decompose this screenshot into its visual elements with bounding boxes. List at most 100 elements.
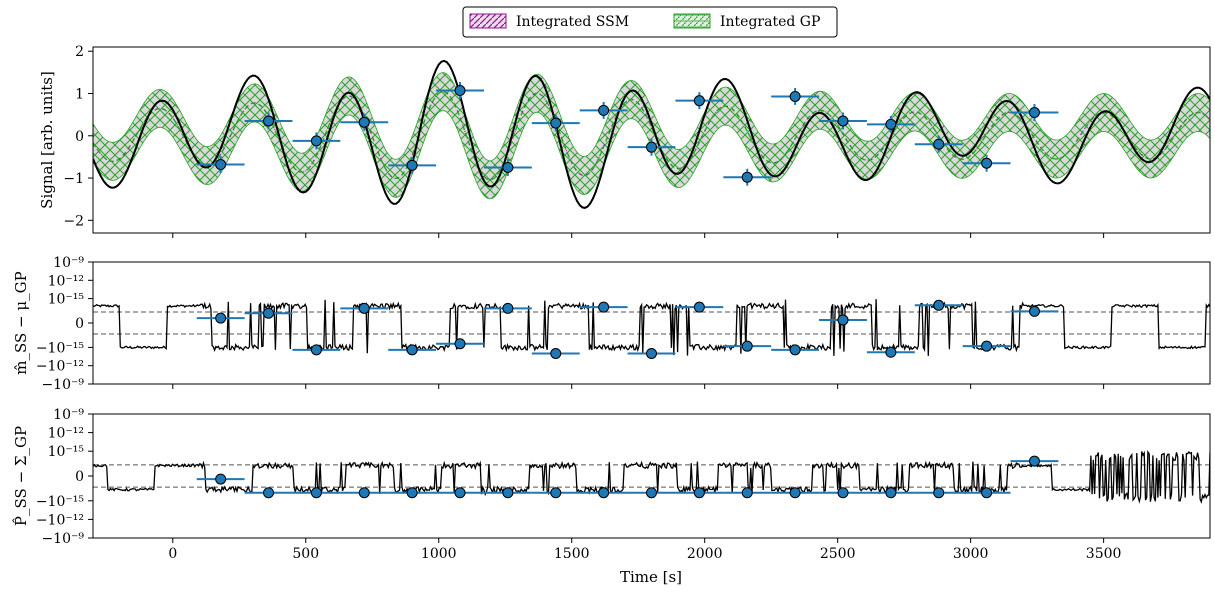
data-point bbox=[263, 487, 275, 499]
y-tick-label: 10⁻⁹ bbox=[53, 407, 84, 423]
data-point bbox=[215, 312, 227, 324]
data-point bbox=[454, 338, 466, 350]
legend-box bbox=[462, 6, 838, 38]
y-tick-label: 0 bbox=[75, 469, 84, 485]
legend-swatch-gp bbox=[673, 13, 711, 29]
data-point bbox=[263, 115, 275, 127]
data-point bbox=[933, 138, 945, 150]
panel-frame bbox=[92, 261, 1211, 385]
y-axis-label: m̂_SS − μ_GP bbox=[12, 271, 30, 374]
data-point bbox=[981, 157, 993, 169]
y-tick-label: −2 bbox=[63, 213, 84, 229]
data-point bbox=[1028, 455, 1040, 467]
data-point bbox=[598, 301, 610, 313]
data-point bbox=[454, 85, 466, 97]
x-tick-label: 500 bbox=[292, 546, 319, 562]
panel-frame bbox=[92, 413, 1211, 539]
y-tick-label: −10⁻⁹ bbox=[41, 377, 84, 393]
data-point bbox=[454, 487, 466, 499]
data-point bbox=[885, 346, 897, 358]
legend-swatch-ssm bbox=[469, 13, 507, 29]
x-tick-label: 2000 bbox=[687, 546, 723, 562]
data-point bbox=[598, 104, 610, 116]
panel-frame bbox=[92, 46, 1211, 234]
y-tick-label: 2 bbox=[75, 44, 84, 60]
y-tick-label: 0 bbox=[75, 129, 84, 145]
x-tick-label: 1500 bbox=[554, 546, 590, 562]
data-point bbox=[406, 159, 418, 171]
data-point bbox=[406, 344, 418, 356]
y-tick-label: −10⁻¹⁵ bbox=[36, 340, 85, 356]
plot-area bbox=[93, 59, 1210, 209]
y-tick-label: 10⁻¹⁵ bbox=[48, 444, 85, 460]
data-point bbox=[550, 348, 562, 359]
data-point bbox=[310, 135, 322, 147]
data-point bbox=[837, 314, 849, 326]
x-tick-label: 1000 bbox=[421, 546, 457, 562]
true-signal-line bbox=[93, 59, 1210, 209]
y-tick-label: 0 bbox=[75, 316, 84, 332]
data-point bbox=[981, 487, 993, 499]
data-point bbox=[646, 141, 657, 153]
data-point bbox=[550, 487, 562, 499]
legend-label-gp: Integrated GP bbox=[720, 14, 820, 30]
y-tick-label: −10⁻¹² bbox=[36, 359, 84, 375]
data-point bbox=[215, 159, 227, 171]
data-point bbox=[741, 340, 753, 352]
y-tick-label: −10⁻¹⁵ bbox=[36, 494, 85, 510]
y-tick-label: 10⁻⁹ bbox=[53, 255, 84, 271]
data-point bbox=[646, 487, 657, 499]
data-point bbox=[406, 487, 418, 499]
y-tick-label: −1 bbox=[63, 171, 84, 187]
data-point bbox=[837, 115, 849, 127]
data-point bbox=[358, 487, 370, 499]
data-point bbox=[789, 487, 801, 499]
x-tick-label: 0 bbox=[168, 546, 177, 562]
legend-label-ssm: Integrated SSM bbox=[516, 14, 629, 30]
plot-area bbox=[93, 299, 1210, 359]
data-point bbox=[502, 487, 514, 499]
data-point bbox=[263, 307, 275, 319]
difference-trace bbox=[93, 450, 1210, 504]
data-point bbox=[310, 487, 322, 499]
y-tick-label: 10⁻¹⁵ bbox=[48, 292, 85, 308]
x-axis: 0 500 1000 1500 2000 2500 3000 3500 bbox=[168, 546, 1121, 562]
data-point bbox=[693, 95, 705, 107]
x-tick-label: 3000 bbox=[953, 546, 989, 562]
covariance-difference-panel: 10⁻⁹ 10⁻¹² 10⁻¹⁵ 0 −10⁻¹⁵ −10⁻¹² −10⁻⁹ P̂_SS − … bbox=[12, 407, 1211, 547]
data-point bbox=[885, 118, 897, 130]
legend: Integrated SSM Integrated GP bbox=[462, 6, 838, 38]
data-point bbox=[885, 487, 897, 499]
x-tick-label: 3500 bbox=[1086, 546, 1122, 562]
data-point bbox=[502, 161, 514, 173]
signal-panel: 2 1 0 −1 −2 Signal [arb. units] bbox=[38, 44, 1211, 238]
data-point bbox=[215, 473, 227, 485]
x-tick-label: 2500 bbox=[820, 546, 856, 562]
data-point bbox=[741, 171, 753, 183]
data-point bbox=[1028, 107, 1040, 119]
y-tick-label: 10⁻¹² bbox=[48, 273, 84, 289]
data-point bbox=[646, 348, 657, 359]
data-point bbox=[1028, 305, 1040, 317]
difference-trace bbox=[93, 299, 1210, 356]
y-axis-label: Signal [arb. units] bbox=[38, 71, 56, 209]
data-point bbox=[933, 487, 945, 499]
data-point bbox=[789, 344, 801, 356]
data-point bbox=[741, 487, 753, 499]
mean-difference-panel: 10⁻⁹ 10⁻¹² 10⁻¹⁵ 0 −10⁻¹⁵ −10⁻¹² −10⁻⁹ m̂_SS − … bbox=[12, 255, 1211, 393]
y-tick-label: −10⁻⁹ bbox=[41, 531, 84, 547]
data-point bbox=[693, 487, 705, 499]
data-point bbox=[358, 116, 370, 128]
data-point bbox=[837, 487, 849, 499]
data-point bbox=[933, 299, 945, 311]
y-tick-label: 10⁻¹² bbox=[48, 426, 84, 442]
gp-confidence-band bbox=[93, 72, 1210, 200]
data-point bbox=[598, 487, 610, 499]
plot-area bbox=[93, 450, 1210, 504]
y-tick-label: 1 bbox=[75, 87, 84, 103]
y-tick-label: −10⁻¹² bbox=[36, 512, 84, 528]
data-point bbox=[502, 302, 514, 314]
data-point bbox=[981, 340, 993, 352]
data-point bbox=[693, 301, 705, 313]
